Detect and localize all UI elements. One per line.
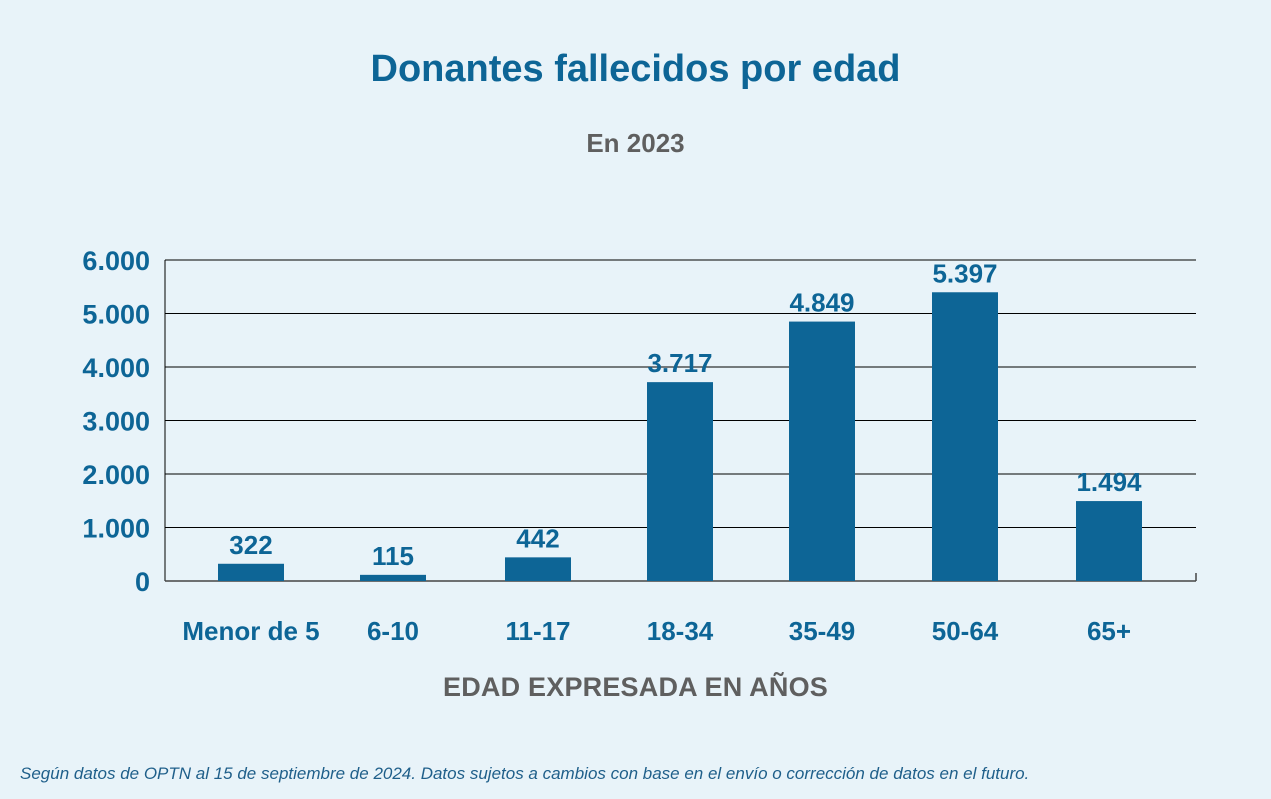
bar: [360, 574, 426, 581]
bar: [932, 292, 998, 581]
y-tick-label: 5.000: [82, 300, 150, 330]
y-tick-label: 6.000: [82, 246, 150, 276]
bar-value-label: 442: [516, 523, 559, 553]
x-tick-label: 65+: [1087, 616, 1131, 646]
bar-value-label: 115: [372, 541, 414, 571]
bar-value-label: 4.849: [789, 288, 854, 318]
x-tick-label: 50-64: [932, 616, 999, 646]
footnote: Según datos de OPTN al 15 de septiembre …: [20, 764, 1030, 783]
y-tick-label: 4.000: [82, 353, 150, 383]
bar: [647, 382, 713, 581]
bar: [218, 563, 284, 581]
chart-title: Donantes fallecidos por edad: [370, 48, 901, 90]
x-tick-label: 18-34: [647, 616, 714, 646]
x-axis-label: EDAD EXPRESADA EN AÑOS: [443, 672, 828, 702]
y-tick-label: 0: [135, 567, 150, 597]
bar-value-label: 1.494: [1076, 467, 1142, 497]
x-tick-label: 11-17: [505, 616, 570, 646]
bar: [1076, 501, 1142, 581]
x-tick-label: 35-49: [789, 616, 856, 646]
bar-value-label: 5.397: [932, 258, 997, 288]
y-tick-label: 1.000: [82, 514, 150, 544]
bar-value-label: 3.717: [647, 348, 712, 378]
y-tick-label: 2.000: [82, 460, 150, 490]
bar: [505, 557, 571, 581]
chart-subtitle: En 2023: [586, 128, 685, 158]
y-tick-label: 3.000: [82, 407, 150, 437]
bar-value-label: 322: [229, 530, 272, 560]
x-tick-label: 6-10: [367, 616, 419, 646]
x-tick-label: Menor de 5: [182, 616, 319, 646]
bar: [789, 321, 855, 581]
